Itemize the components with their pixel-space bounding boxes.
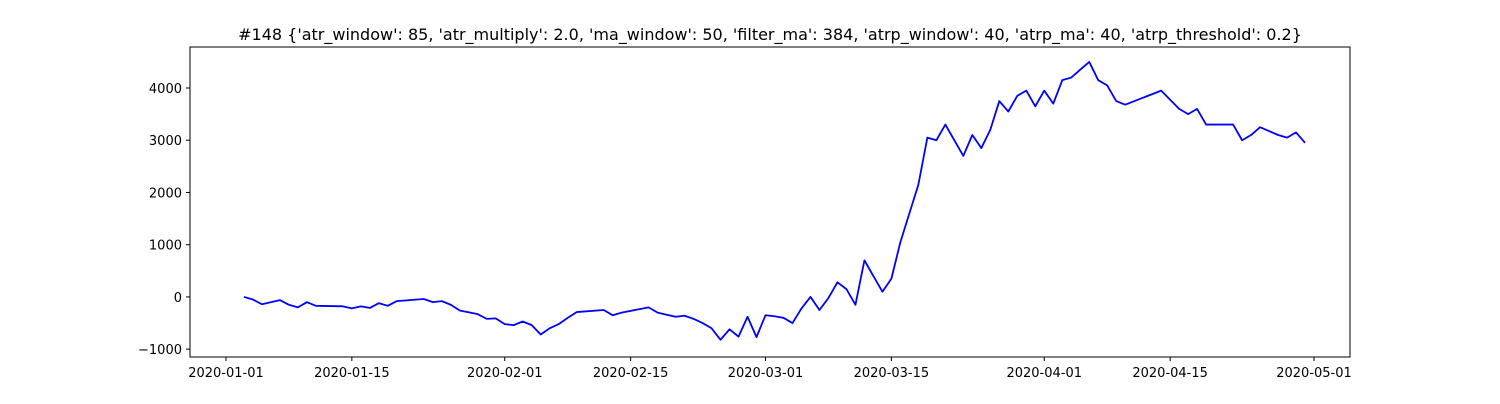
x-tick-label: 2020-02-01 [467,366,543,381]
y-tick-label: 3000 [149,134,182,149]
y-tick-label: 4000 [149,82,182,97]
x-tick-label: 2020-01-01 [188,366,264,381]
x-tick-label: 2020-02-15 [593,366,669,381]
plot-frame [189,46,1351,358]
y-tick-label: 1000 [149,239,182,254]
line [243,60,1306,341]
chart-title: #148 {'atr_window': 85, 'atr_multiply': … [238,25,1302,45]
x-tick-label: 2020-04-01 [1006,366,1082,381]
x-tick-label: 2020-04-15 [1132,366,1208,381]
y-tick-label: −1000 [138,343,182,358]
x-tick-label: 2020-03-15 [854,366,930,381]
x-tick-label: 2020-01-15 [314,366,390,381]
y-tick-label: 2000 [149,186,182,201]
x-tick-label: 2020-03-01 [728,366,804,381]
x-tick-label: 2020-05-01 [1276,366,1352,381]
y-tick-label: 0 [174,291,182,306]
